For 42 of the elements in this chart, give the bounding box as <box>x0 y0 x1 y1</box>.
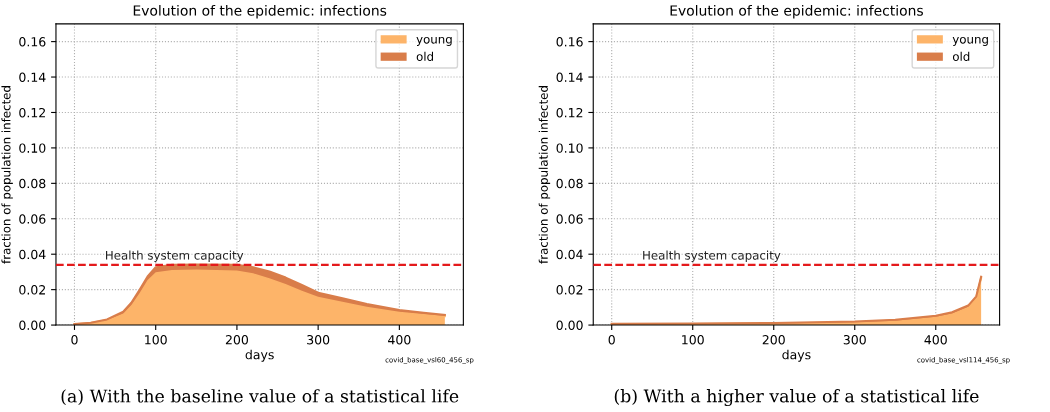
y-tick-label: 0.06 <box>556 214 583 224</box>
x-axis-title: days <box>782 349 811 362</box>
y-tick-label: 0.08 <box>556 178 583 189</box>
ref-line-label: Health system capacity <box>106 250 244 262</box>
x-tick-label: 300 <box>843 335 866 345</box>
x-tick-label: 200 <box>762 335 785 345</box>
x-tick-label: 400 <box>924 335 947 345</box>
y-tick-label: 0.08 <box>19 178 46 189</box>
y-tick-label: 0.06 <box>19 214 46 224</box>
y-tick-label: 0.16 <box>556 37 583 47</box>
x-tick-label: 200 <box>225 335 249 345</box>
x-tick-label: 300 <box>307 335 330 345</box>
legend-label: young <box>416 36 452 46</box>
text: (b) With a higher value of a statistical life <box>614 389 979 407</box>
y-tick-label: 0.00 <box>556 320 583 330</box>
y-tick-label: 0.04 <box>556 249 583 260</box>
y-tick-label: 0.02 <box>19 285 45 295</box>
x-tick-label: 400 <box>388 335 411 345</box>
y-tick-label: 0.10 <box>19 143 46 153</box>
chart-title: Evolution of the epidemic: infections <box>670 5 923 19</box>
y-tick-label: 0.12 <box>556 107 583 118</box>
y-axis-title: fraction of population infected <box>1 86 13 264</box>
chart-title: Evolution of the epidemic: infections <box>133 5 387 19</box>
legend-label: old <box>416 51 433 61</box>
y-tick-label: 0.04 <box>19 249 46 260</box>
text: (a) With the baseline value of a statistical life <box>61 389 459 406</box>
x-tick-label: 100 <box>145 335 167 345</box>
legend-label: old <box>952 51 970 61</box>
y-tick-label: 0.10 <box>556 143 583 153</box>
x-axis-title: days <box>245 349 274 362</box>
legend-label: young <box>952 36 988 46</box>
y-tick-label: 0.16 <box>19 37 46 47</box>
y-tick-label: 0.02 <box>556 285 583 295</box>
y-tick-label: 0.14 <box>19 72 46 82</box>
y-axis-title: fraction of population infected <box>538 86 551 264</box>
y-tick-label: 0.14 <box>556 72 583 82</box>
y-tick-label: 0.00 <box>19 320 46 330</box>
ref-line-label: Health system capacity <box>643 250 781 262</box>
x-tick-label: 0 <box>608 335 615 345</box>
x-tick-label: 100 <box>682 335 704 345</box>
y-tick-label: 0.12 <box>19 107 45 118</box>
x-tick-label: 0 <box>71 335 78 345</box>
